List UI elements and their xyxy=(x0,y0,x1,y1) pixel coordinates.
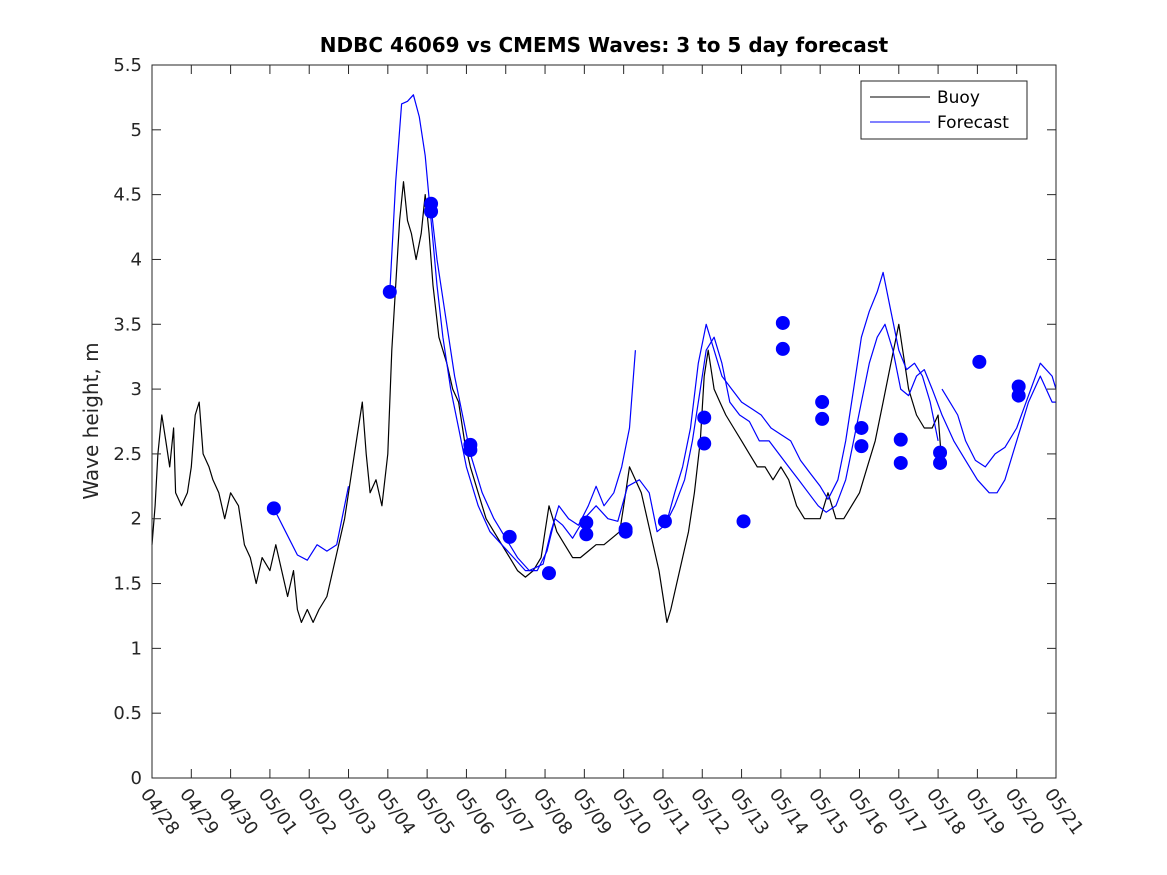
y-axis-label: Wave height, m xyxy=(79,342,103,499)
legend-box xyxy=(860,80,1028,140)
chart-title: NDBC 46069 vs CMEMS Waves: 3 to 5 day fo… xyxy=(320,33,889,57)
y-tick-label: 4 xyxy=(131,249,142,270)
forecast-marker xyxy=(579,515,594,530)
forecast-series-line-3 xyxy=(430,207,636,572)
forecast-marker xyxy=(736,514,751,529)
y-tick-label: 1 xyxy=(131,638,142,659)
forecast-marker xyxy=(463,443,478,458)
forecast-marker xyxy=(1011,388,1026,403)
forecast-series-line-2 xyxy=(389,94,1056,572)
forecast-marker xyxy=(657,514,672,529)
legend-forecast-label: Forecast xyxy=(937,113,1009,133)
forecast-marker xyxy=(815,411,830,426)
y-tick-label: 2 xyxy=(131,509,142,530)
legend-buoy-label: Buoy xyxy=(937,88,980,108)
forecast-series-line-5 xyxy=(941,362,1057,468)
forecast-marker xyxy=(618,522,633,537)
forecast-marker xyxy=(382,284,397,299)
forecast-marker xyxy=(854,439,869,454)
y-tick-label: 3 xyxy=(131,379,142,400)
y-tick-label: 0 xyxy=(131,768,142,789)
axes-box xyxy=(151,64,1057,779)
y-tick-label: 5 xyxy=(131,120,142,141)
forecast-marker xyxy=(893,455,908,470)
forecast-series-line-1 xyxy=(273,486,350,561)
forecast-marker xyxy=(815,395,830,410)
y-tick-label: 5.5 xyxy=(113,55,142,76)
plot-area xyxy=(151,94,1057,623)
y-tick-label: 3.5 xyxy=(113,314,142,335)
buoy-series-line xyxy=(151,181,943,623)
forecast-marker xyxy=(893,432,908,447)
forecast-marker xyxy=(579,527,594,542)
forecast-marker xyxy=(424,204,439,219)
y-tick-label: 1.5 xyxy=(113,574,142,595)
forecast-marker xyxy=(266,501,281,516)
y-tick-label: 2.5 xyxy=(113,444,142,465)
forecast-marker xyxy=(541,566,556,581)
forecast-marker xyxy=(697,410,712,425)
forecast-marker xyxy=(854,420,869,435)
forecast-marker xyxy=(775,341,790,356)
forecast-marker xyxy=(697,436,712,451)
forecast-marker xyxy=(775,315,790,330)
y-tick-label: 0.5 xyxy=(113,703,142,724)
y-tick-label: 4.5 xyxy=(113,185,142,206)
forecast-marker xyxy=(933,455,948,470)
forecast-marker xyxy=(502,529,517,544)
legend: Buoy Forecast xyxy=(860,80,1028,140)
forecast-series-line-4 xyxy=(666,271,939,522)
forecast-marker xyxy=(972,354,987,369)
